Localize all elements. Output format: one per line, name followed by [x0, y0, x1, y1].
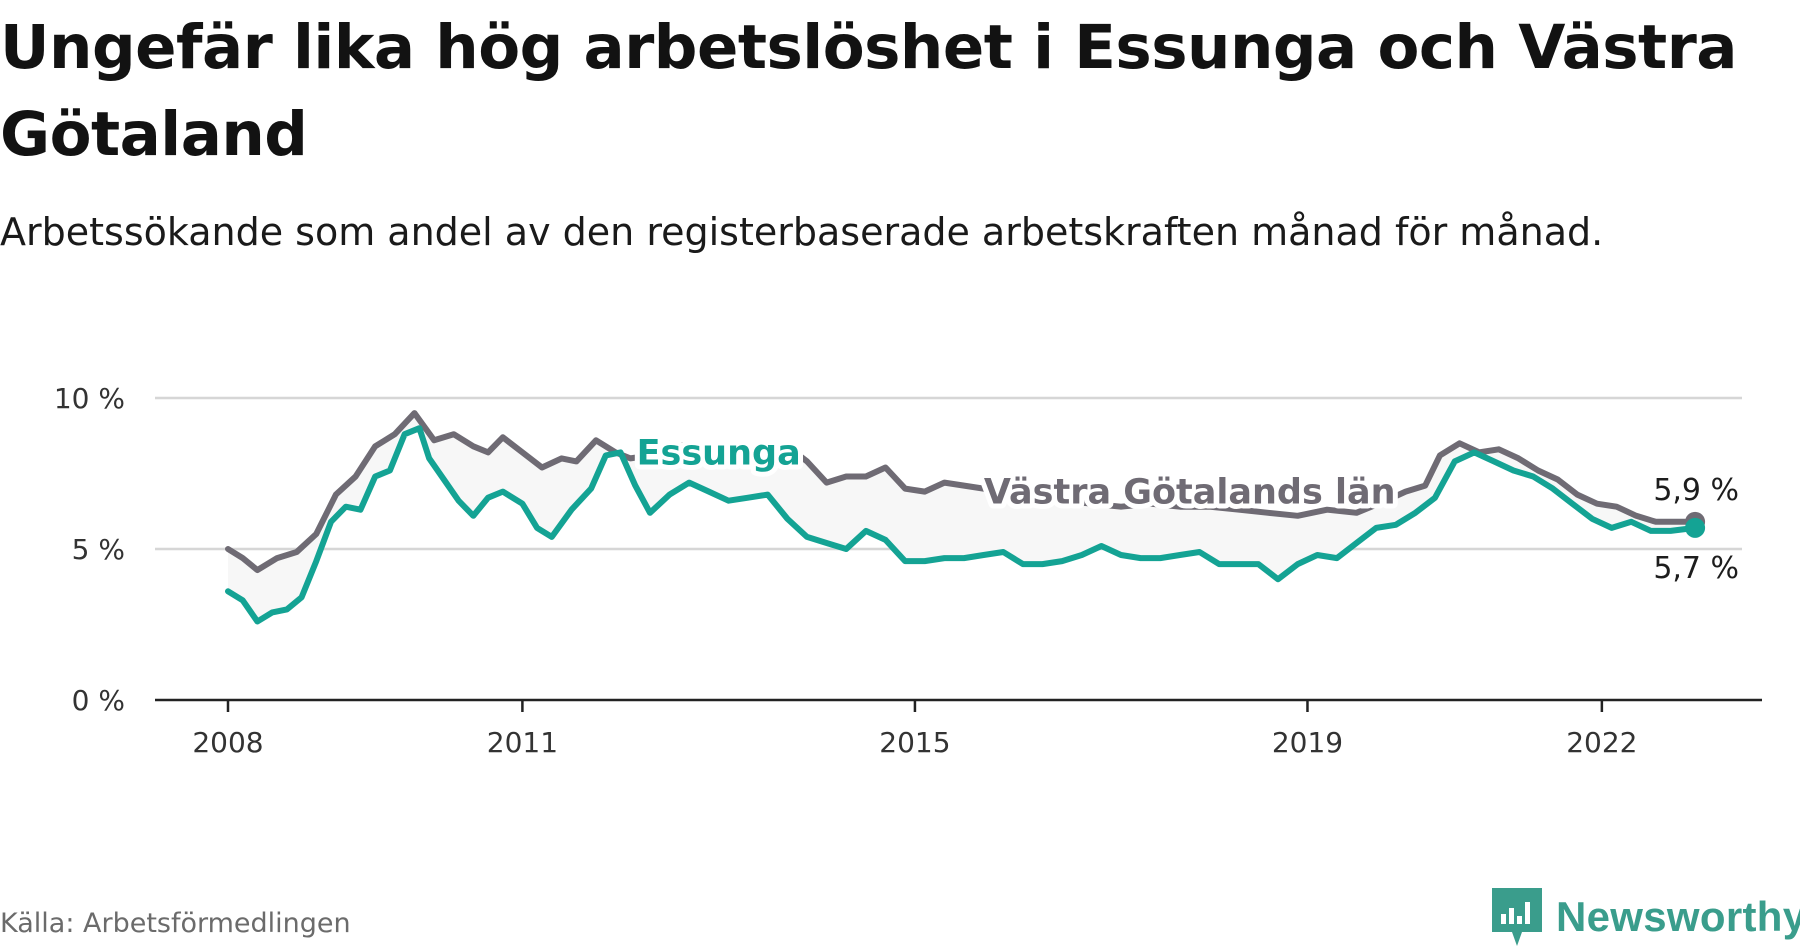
series-label-halo: Essunga: [637, 433, 801, 473]
chart-subtitle: Arbetssökande som andel av den registerb…: [0, 210, 1604, 254]
brand-logo: Newsworthy: [1492, 888, 1800, 946]
x-tick-label: 2015: [879, 726, 950, 759]
x-tick-label: 2008: [192, 726, 263, 759]
series-label-essunga: Essunga: [637, 433, 801, 473]
newsworthy-logo-icon: [1492, 888, 1542, 946]
x-tick-label: 2022: [1566, 726, 1637, 759]
series-line-essunga: [225, 425, 1699, 625]
series-line-vastra-gotalands-lan: [225, 410, 1699, 574]
y-tick-label: 10 %: [54, 382, 125, 415]
x-tick-label: 2019: [1272, 726, 1343, 759]
difference-area: [228, 413, 1696, 622]
chart-title: Ungefär lika hög arbetslöshet i Essunga …: [0, 12, 1737, 170]
series-label-halo: Västra Götalands län: [984, 473, 1396, 513]
x-tick-label: 2011: [487, 726, 558, 759]
endpoint-essunga: [1685, 517, 1706, 538]
y-tick-label: 5 %: [72, 533, 125, 566]
series-lines: [225, 410, 1706, 625]
source-note: Källa: Arbetsförmedlingen: [0, 908, 351, 939]
end-label-essunga: 5,7 %: [1653, 551, 1739, 586]
brand-name: Newsworthy: [1556, 893, 1800, 940]
axes: 0 % 5 % 10 % 2008 2011 2015 2019 2022: [54, 382, 1762, 759]
series-label-vastra-gotalands-lan: Västra Götalands län: [984, 473, 1396, 513]
difference-fill: [228, 413, 1696, 622]
end-label-vastra-gotalands-lan: 5,9 %: [1653, 473, 1739, 508]
y-tick-label: 0 %: [72, 684, 125, 717]
